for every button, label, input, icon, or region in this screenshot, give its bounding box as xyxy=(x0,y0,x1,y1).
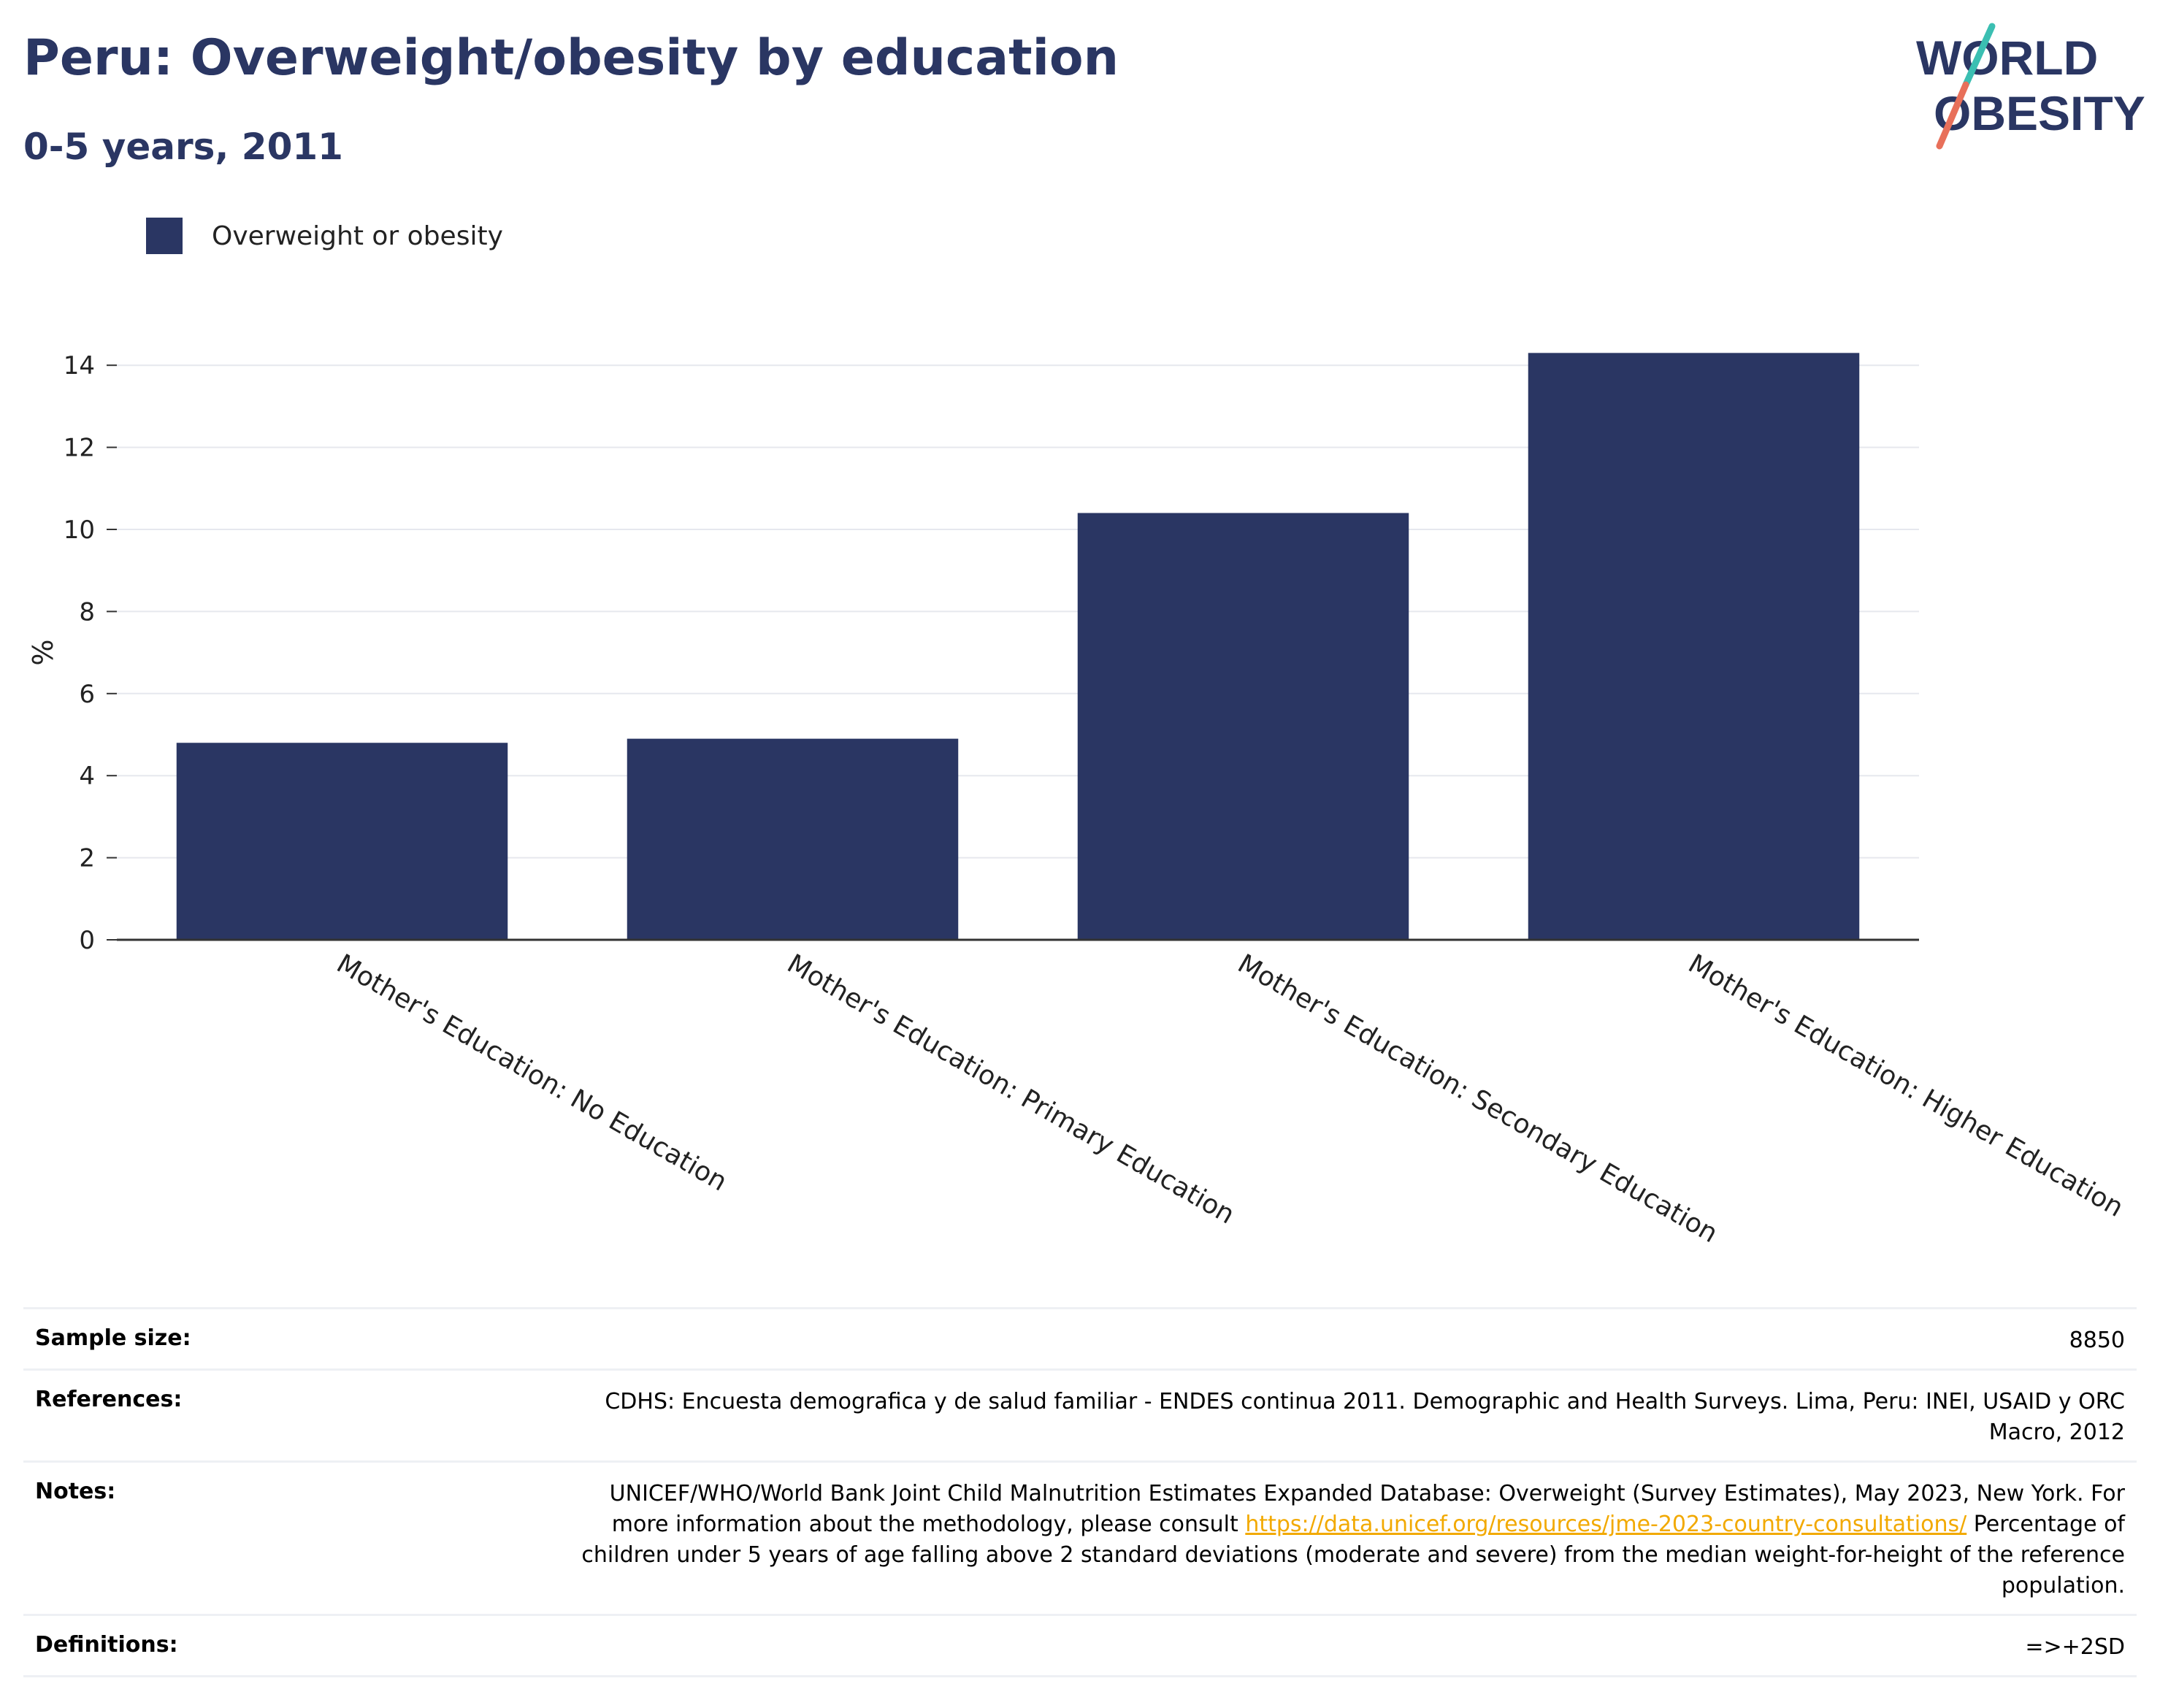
logo-line2: OBESITY xyxy=(1934,86,2145,140)
y-axis-ticks: 0 2 4 6 8 10 12 14 xyxy=(64,351,117,955)
bar[interactable] xyxy=(1077,513,1409,940)
notes-text-before: UNICEF/WHO/World Bank Joint Child Malnut… xyxy=(609,1481,2125,1537)
y-tick-label: 14 xyxy=(64,351,95,380)
logo-line1: WORLD xyxy=(1916,31,2098,85)
chart-title: Peru: Overweight/obesity by education xyxy=(23,29,1119,87)
x-axis-ticks: Mother's Education: No Education Mother's… xyxy=(332,949,2129,1249)
info-row-references: References: CDHS: Encuesta demografica y… xyxy=(23,1371,2137,1463)
legend[interactable]: Overweight or obesity xyxy=(146,218,503,254)
y-tick-label: 4 xyxy=(79,762,95,791)
legend-swatch xyxy=(146,218,183,254)
definitions-key: Definitions: xyxy=(35,1632,178,1658)
bar[interactable] xyxy=(1528,353,1860,941)
chart-subtitle: 0-5 years, 2011 xyxy=(23,126,343,168)
notes-text-after: Percentage of children under 5 years of … xyxy=(581,1512,2125,1598)
x-tick-label: Mother's Education: No Education xyxy=(332,949,732,1197)
sample-size-key: Sample size: xyxy=(35,1325,191,1351)
x-tick-label: Mother's Education: Secondary Education xyxy=(1233,949,1723,1249)
bar-chart: 0 2 4 6 8 10 12 14 Mother's Education: No Educa… xyxy=(27,351,2129,1249)
world-obesity-logo: WORLD OBESITY xyxy=(1916,23,2145,150)
definitions-value: =>+2SD xyxy=(2025,1634,2125,1660)
y-tick-label: 0 xyxy=(79,926,95,955)
references-value: CDHS: Encuesta demografica y de salud fa… xyxy=(605,1389,2125,1445)
y-tick-label: 8 xyxy=(79,597,95,627)
bars xyxy=(176,353,1860,941)
sample-size-value: 8850 xyxy=(2069,1328,2125,1353)
info-row-definitions: Definitions: =>+2SD xyxy=(23,1616,2137,1677)
logo-slash-teal xyxy=(1962,23,1996,88)
y-tick-label: 12 xyxy=(64,434,95,463)
notes-link[interactable]: https://data.unicef.org/resources/jme-20… xyxy=(1245,1512,1967,1537)
info-table: Sample size: 8850 References: CDHS: Encu… xyxy=(23,1307,2137,1677)
y-tick-label: 10 xyxy=(64,516,95,545)
notes-key: Notes: xyxy=(35,1479,116,1504)
legend-label: Overweight or obesity xyxy=(212,221,503,251)
x-tick-label: Mother's Education: Primary Education xyxy=(782,949,1239,1230)
logo-slash-coral xyxy=(1936,81,1969,150)
references-key: References: xyxy=(35,1387,183,1412)
y-tick-label: 6 xyxy=(79,680,95,709)
y-axis-label: % xyxy=(27,640,59,666)
bar[interactable] xyxy=(627,738,959,940)
notes-value: UNICEF/WHO/World Bank Joint Child Malnut… xyxy=(577,1479,2125,1598)
info-row-sample-size: Sample size: 8850 xyxy=(23,1309,2137,1371)
bar[interactable] xyxy=(176,743,508,940)
info-row-notes: Notes: UNICEF/WHO/World Bank Joint Child… xyxy=(23,1463,2137,1616)
x-tick-label: Mother's Education: Higher Education xyxy=(1683,949,2129,1223)
y-tick-label: 2 xyxy=(79,844,95,873)
